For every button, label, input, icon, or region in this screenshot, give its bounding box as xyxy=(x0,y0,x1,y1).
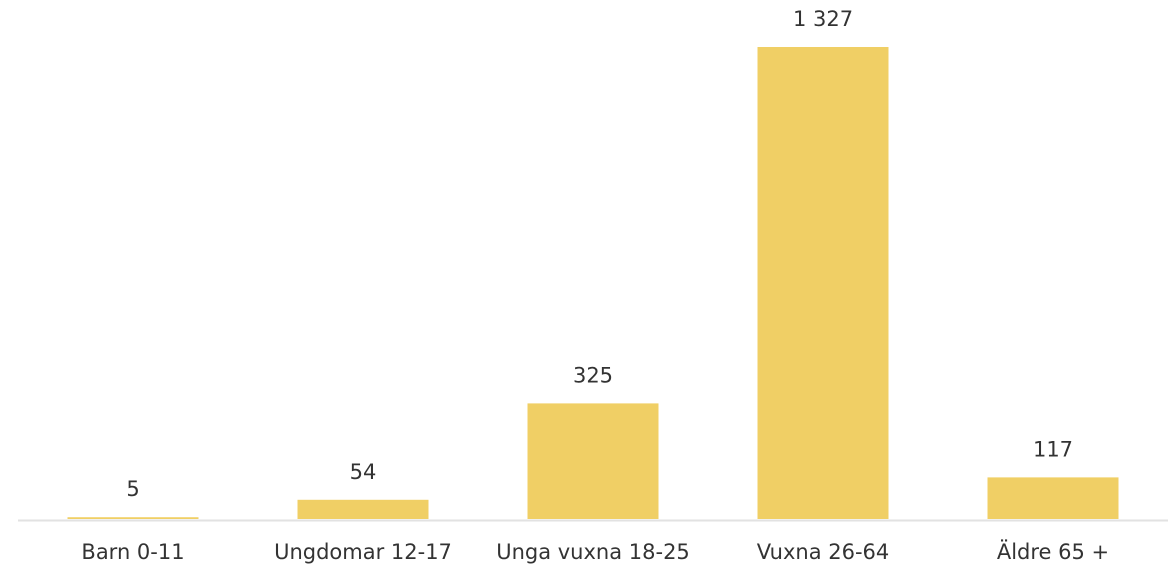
value-label: 54 xyxy=(350,460,377,484)
value-label: 325 xyxy=(573,363,613,387)
bar xyxy=(757,47,889,519)
bar xyxy=(297,499,429,519)
x-tick-label: Unga vuxna 18-25 xyxy=(496,540,690,564)
value-label: 117 xyxy=(1033,437,1073,461)
x-tick-label: Barn 0-11 xyxy=(81,540,184,564)
bar xyxy=(987,477,1119,519)
value-label: 1 327 xyxy=(793,7,853,31)
x-tick-label: Vuxna 26-64 xyxy=(757,540,890,564)
bar xyxy=(67,517,199,519)
x-tick-label: Äldre 65 + xyxy=(997,539,1109,564)
x-tick-label: Ungdomar 12-17 xyxy=(274,540,452,564)
value-label: 5 xyxy=(126,477,139,501)
bar xyxy=(527,403,659,519)
